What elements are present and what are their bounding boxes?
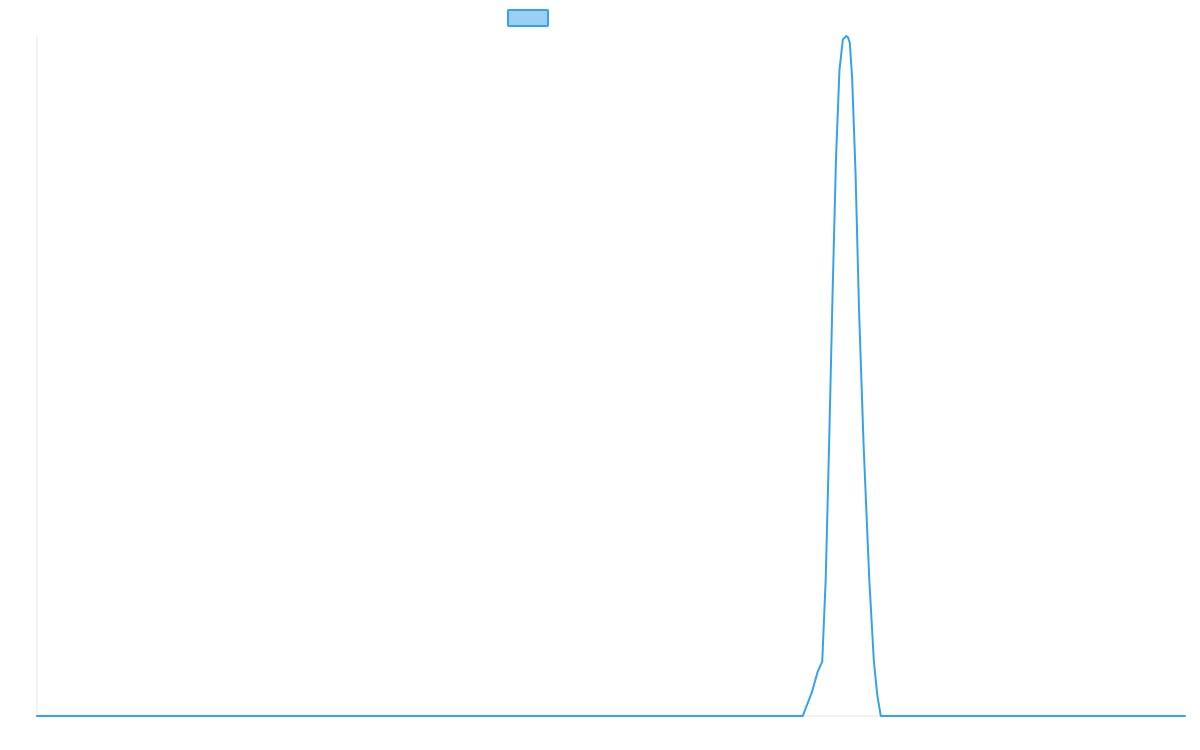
series-layer [33,35,1189,720]
data-point-0-14[interactable] [848,73,856,81]
axes [36,36,1185,717]
data-point-0-8[interactable] [832,154,840,162]
legend[interactable] [507,9,549,27]
data-point-0-7[interactable] [829,290,837,298]
data-point-0-4[interactable] [818,658,826,666]
data-point-0-3[interactable] [814,668,822,676]
data-point-0-18[interactable] [865,576,873,584]
data-point-0-20[interactable] [873,692,881,700]
data-point-0-22[interactable] [1181,712,1189,720]
data-point-0-6[interactable] [825,440,833,448]
data-point-0-1[interactable] [799,712,807,720]
data-point-0-16[interactable] [855,304,863,312]
data-point-0-13[interactable] [846,39,854,47]
legend-swatch[interactable] [507,9,549,27]
data-point-0-15[interactable] [852,168,860,176]
data-point-0-9[interactable] [835,66,843,74]
data-point-0-19[interactable] [870,658,878,666]
data-point-0-5[interactable] [822,576,830,584]
data-point-0-2[interactable] [808,688,816,696]
data-point-0-17[interactable] [860,440,868,448]
data-point-0-21[interactable] [877,712,885,720]
series-line-0 [36,35,1186,717]
data-point-0-0[interactable] [33,712,41,720]
